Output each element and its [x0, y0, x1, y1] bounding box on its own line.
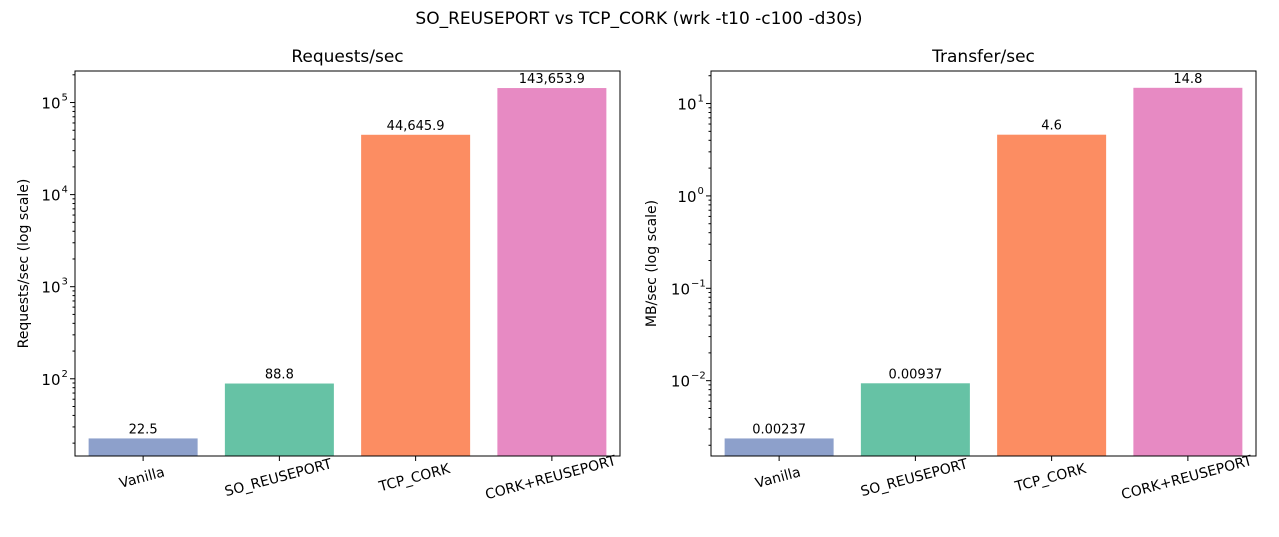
- bar-value-label: 14.8: [1173, 72, 1202, 87]
- x-tick-label: CORK+REUSEPORT: [1120, 453, 1255, 503]
- bar-value-label: 4.6: [1041, 119, 1062, 134]
- x-tick-label: SO_REUSEPORT: [223, 456, 334, 500]
- panel-title: Requests/sec: [291, 47, 403, 67]
- y-tick-label-exponent: −1: [691, 278, 706, 289]
- y-tick-label-base: 10: [41, 371, 60, 389]
- y-tick-label-exponent: −2: [691, 371, 706, 382]
- bar: [997, 134, 1107, 456]
- bar-value-label: 22.5: [129, 422, 158, 437]
- x-tick-label: Vanilla: [754, 464, 803, 491]
- x-tick-label: TCP_CORK: [376, 461, 452, 496]
- x-tick-label: Vanilla: [118, 464, 167, 491]
- y-tick-label-exponent: 5: [62, 93, 68, 104]
- figure-title: SO_REUSEPORT vs TCP_CORK (wrk -t10 -c100…: [415, 9, 862, 29]
- bar: [497, 88, 607, 457]
- y-axis-label: MB/sec (log scale): [644, 200, 660, 327]
- y-tick-label-base: 10: [671, 280, 690, 298]
- y-tick-label-base: 10: [41, 95, 60, 113]
- y-tick-label-exponent: 3: [62, 277, 68, 288]
- y-tick-label-exponent: 2: [62, 369, 68, 380]
- bar-value-label: 0.00937: [888, 367, 942, 382]
- bar-value-label: 44,645.9: [387, 119, 445, 134]
- transfer-per-sec-panel: Transfer/sec MB/sec (log scale) 0.00237 Van…: [644, 47, 1257, 503]
- y-tick-label-exponent: 1: [698, 94, 704, 105]
- y-tick-label-base: 10: [671, 373, 690, 391]
- y-tick-label-exponent: 4: [62, 185, 68, 196]
- bar-value-label: 88.8: [265, 368, 294, 383]
- bar: [860, 383, 970, 456]
- y-axis-label: Requests/sec (log scale): [16, 179, 32, 349]
- bar: [724, 438, 834, 456]
- bar: [88, 438, 198, 456]
- x-tick-label: SO_REUSEPORT: [859, 456, 970, 500]
- bar: [361, 134, 471, 457]
- x-tick-label: CORK+REUSEPORT: [484, 453, 619, 503]
- y-tick-label-base: 10: [677, 96, 696, 114]
- y-tick-label-base: 10: [41, 187, 60, 205]
- axes-frame: [710, 70, 1257, 457]
- y-tick-label-base: 10: [677, 188, 696, 206]
- x-tick-label: TCP_CORK: [1012, 461, 1088, 496]
- bar: [1133, 87, 1243, 457]
- y-tick-label-base: 10: [41, 279, 60, 297]
- bar-value-label: 0.00237: [752, 422, 806, 437]
- bar-value-label: 143,653.9: [519, 72, 585, 87]
- requests-per-sec-panel: Requests/sec Requests/sec (log scale) 22.5…: [16, 47, 621, 503]
- panel-title: Transfer/sec: [931, 47, 1035, 67]
- axes-frame: [74, 70, 621, 457]
- y-tick-label-exponent: 0: [698, 186, 704, 197]
- bar: [224, 383, 334, 456]
